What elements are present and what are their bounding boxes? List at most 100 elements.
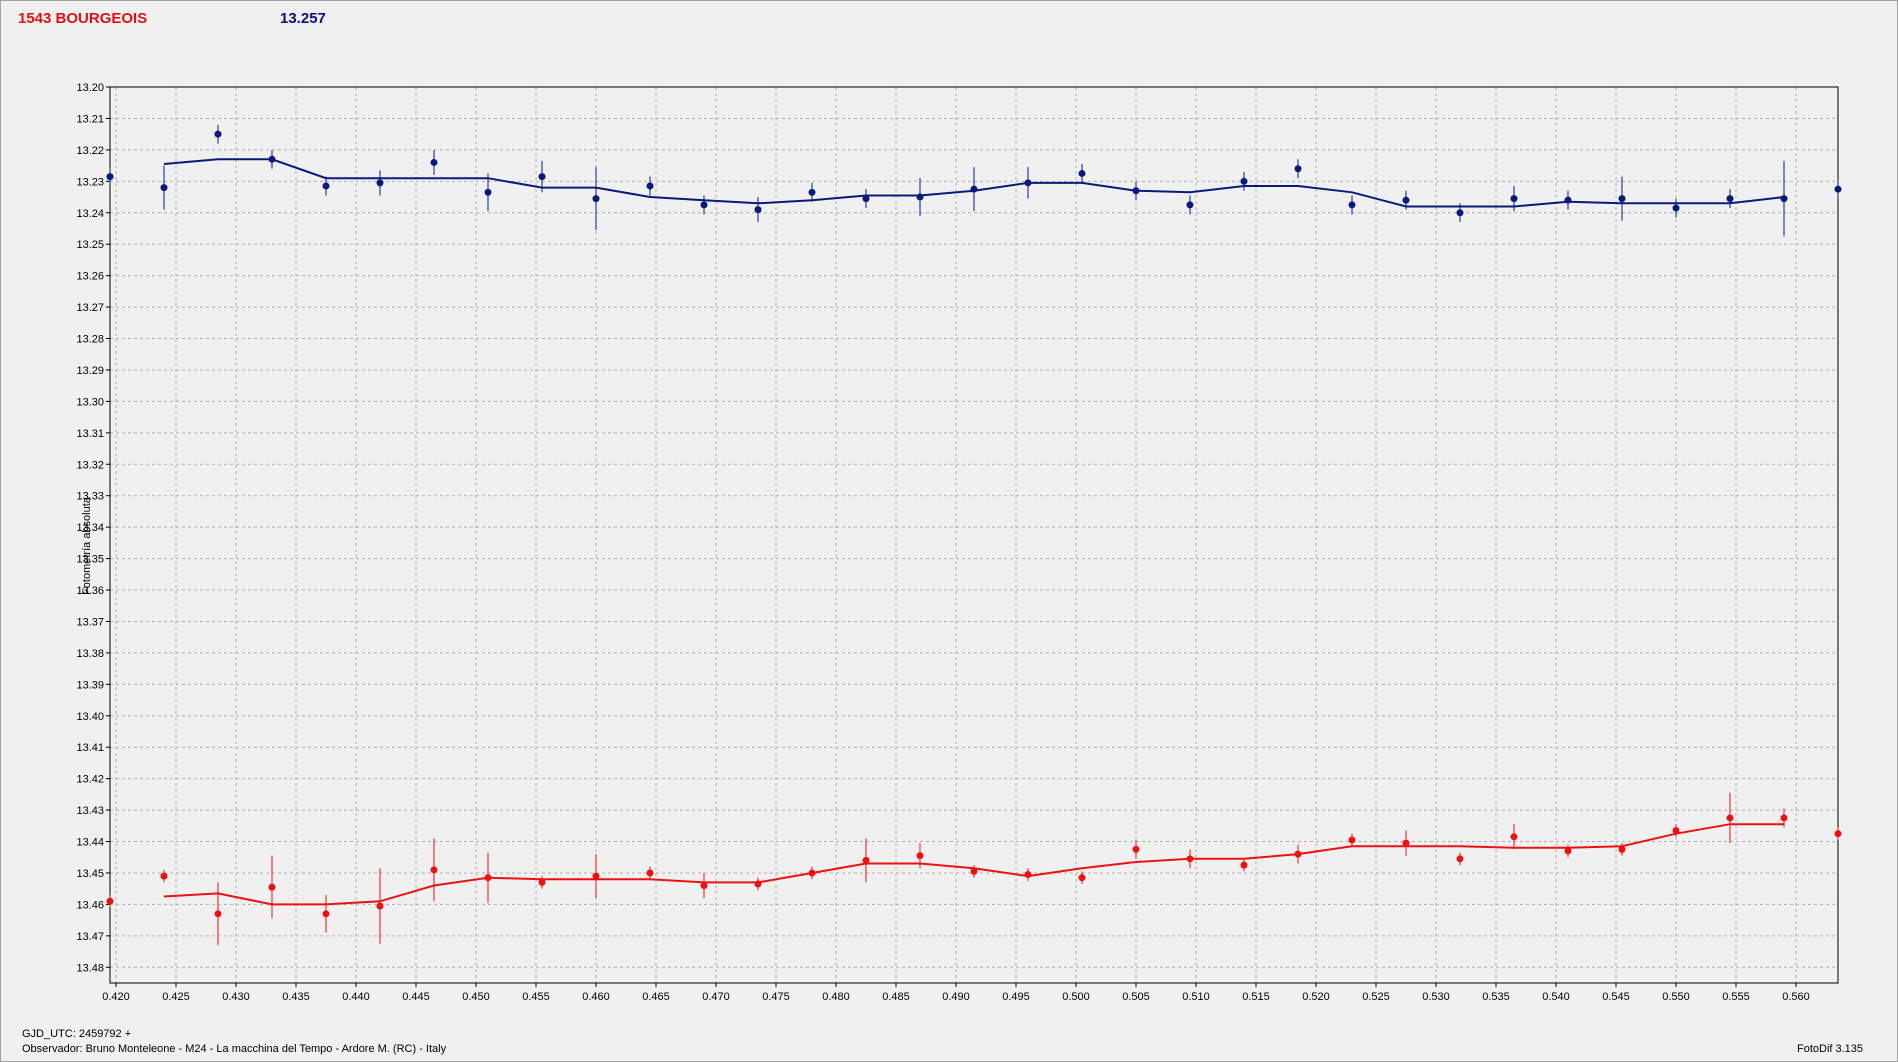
blue-data-point [538, 173, 546, 181]
red-data-point [1456, 855, 1464, 863]
y-tick-label: 13.47 [76, 931, 104, 943]
red-data-point [808, 869, 816, 877]
y-tick-label: 13.38 [76, 648, 104, 660]
y-tick-label: 13.23 [76, 176, 104, 188]
blue-data-point [484, 188, 492, 196]
blue-data-point [1348, 201, 1356, 209]
red-data-point [1510, 833, 1518, 841]
red-data-point [484, 874, 492, 882]
red-data-point [160, 872, 168, 880]
y-tick-label: 13.36 [76, 585, 104, 597]
blue-data-point [1780, 195, 1788, 203]
y-tick-label: 13.48 [76, 962, 104, 974]
blue-data-point [700, 201, 708, 209]
y-tick-label: 13.32 [76, 459, 104, 471]
object-title: 1543 BOURGEOIS [18, 10, 148, 27]
y-tick-label: 13.20 [76, 82, 104, 94]
x-tick-label: 0.530 [1422, 991, 1450, 1003]
red-data-point [700, 882, 708, 890]
x-tick-label: 0.500 [1062, 991, 1090, 1003]
x-tick-label: 0.545 [1602, 991, 1630, 1003]
x-tick-label: 0.475 [762, 991, 790, 1003]
x-tick-label: 0.525 [1362, 991, 1390, 1003]
red-data-point [430, 866, 438, 874]
y-tick-label: 13.46 [76, 899, 104, 911]
red-data-point [646, 869, 654, 877]
red-data-point [1186, 855, 1194, 863]
x-tick-label: 0.460 [582, 991, 610, 1003]
x-tick-label: 0.555 [1722, 991, 1750, 1003]
red-data-point [1726, 814, 1734, 822]
observer-label: Observador: Bruno Monteleone - M24 - La … [22, 1043, 447, 1055]
y-tick-label: 13.44 [76, 837, 104, 849]
x-tick-label: 0.425 [162, 991, 190, 1003]
blue-data-point [160, 184, 168, 192]
blue-data-point [1726, 195, 1734, 203]
x-tick-label: 0.485 [882, 991, 910, 1003]
red-data-point [1672, 827, 1680, 835]
blue-data-point [1510, 195, 1518, 203]
y-tick-label: 13.30 [76, 396, 104, 408]
x-tick-label: 0.520 [1302, 991, 1330, 1003]
y-tick-label: 13.31 [76, 428, 104, 440]
red-data-point [1024, 871, 1032, 879]
blue-data-point [808, 188, 816, 196]
red-data-point [1780, 814, 1788, 822]
red-data-point [970, 867, 978, 875]
red-data-point [538, 878, 546, 886]
blue-data-point [430, 158, 438, 166]
x-tick-label: 0.490 [942, 991, 970, 1003]
x-tick-label: 0.505 [1122, 991, 1150, 1003]
blue-data-point [214, 130, 222, 138]
red-data-point [1402, 839, 1410, 847]
x-tick-label: 0.445 [402, 991, 430, 1003]
blue-data-point [1186, 201, 1194, 209]
y-tick-label: 13.40 [76, 711, 104, 723]
blue-data-point [106, 173, 114, 181]
red-data-point [1834, 830, 1842, 838]
y-tick-label: 13.37 [76, 616, 104, 628]
red-data-point [1132, 845, 1140, 853]
x-tick-label: 0.430 [222, 991, 250, 1003]
y-tick-label: 13.41 [76, 742, 104, 754]
red-data-point [1294, 850, 1302, 858]
y-tick-label: 13.29 [76, 365, 104, 377]
reference-value: 13.257 [280, 10, 326, 27]
y-tick-label: 13.35 [76, 554, 104, 566]
blue-data-point [970, 185, 978, 193]
x-tick-label: 0.450 [462, 991, 490, 1003]
x-tick-label: 0.560 [1782, 991, 1810, 1003]
x-tick-label: 0.465 [642, 991, 670, 1003]
red-data-point [1618, 845, 1626, 853]
blue-data-point [1672, 204, 1680, 212]
blue-data-point [1240, 177, 1248, 185]
blue-data-point [1834, 185, 1842, 193]
x-tick-label: 0.480 [822, 991, 850, 1003]
y-tick-label: 13.22 [76, 145, 104, 157]
blue-data-point [1024, 179, 1032, 187]
red-data-point [1078, 874, 1086, 882]
red-data-point [1564, 847, 1572, 855]
red-data-point [376, 902, 384, 910]
y-tick-label: 13.43 [76, 805, 104, 817]
x-tick-label: 0.420 [102, 991, 130, 1003]
red-data-point [268, 883, 276, 891]
x-tick-label: 0.455 [522, 991, 550, 1003]
blue-data-point [592, 195, 600, 203]
red-data-point [1348, 836, 1356, 844]
blue-data-point [322, 182, 330, 190]
software-label: FotoDif 3.135 [1797, 1043, 1864, 1055]
red-data-point [916, 852, 924, 860]
blue-data-point [862, 195, 870, 203]
red-data-point [214, 910, 222, 918]
x-tick-label: 0.495 [1002, 991, 1030, 1003]
blue-data-point [1078, 169, 1086, 177]
blue-data-point [376, 179, 384, 187]
x-tick-label: 0.515 [1242, 991, 1270, 1003]
plot-area [110, 87, 1838, 983]
x-tick-label: 0.535 [1482, 991, 1510, 1003]
x-tick-label: 0.540 [1542, 991, 1570, 1003]
blue-data-point [1456, 209, 1464, 217]
red-data-point [862, 856, 870, 864]
